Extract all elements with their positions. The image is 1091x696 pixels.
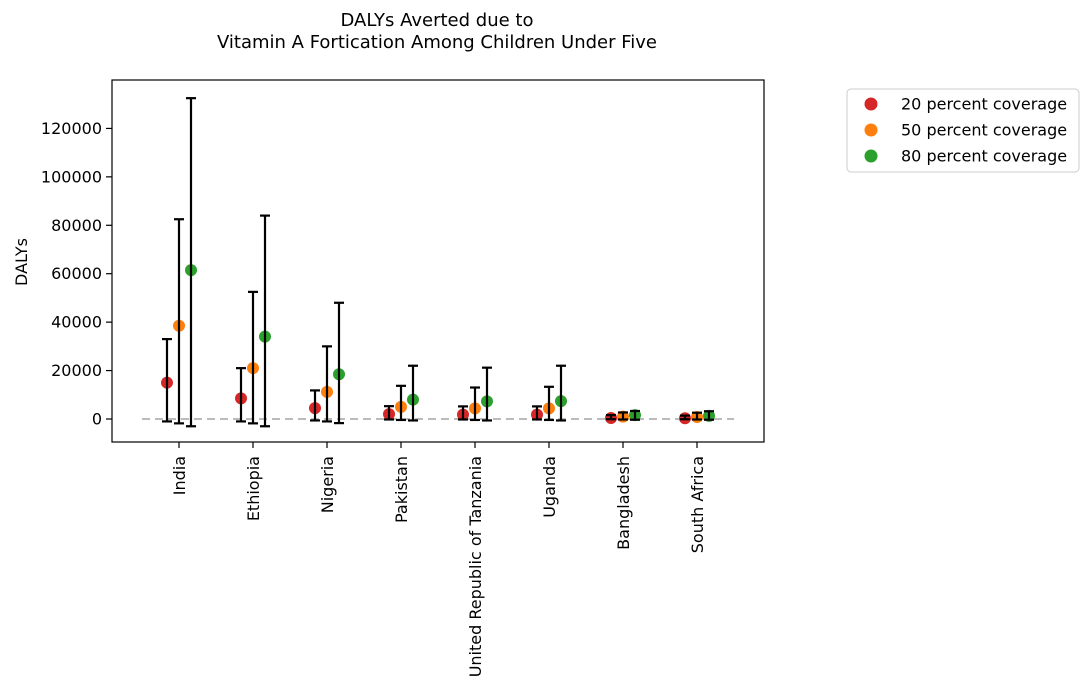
x-tick-label: Ethiopia bbox=[244, 456, 263, 521]
legend-label: 50 percent coverage bbox=[901, 121, 1067, 140]
plot-area bbox=[111, 79, 765, 443]
legend-marker bbox=[864, 97, 878, 111]
y-tick-label: 20000 bbox=[51, 361, 102, 380]
y-axis: 0 20000 40000 60000 80000 100000 120000 bbox=[41, 119, 112, 428]
y-tick-label: 40000 bbox=[51, 313, 102, 332]
chart-title-line: DALYs Averted due to bbox=[341, 10, 534, 31]
x-tick-label: Bangladesh bbox=[614, 456, 633, 550]
plot-frame bbox=[111, 79, 765, 443]
y-tick-label: 60000 bbox=[51, 264, 102, 283]
legend-label: 80 percent coverage bbox=[901, 147, 1067, 166]
legend: 20 percent coverage 50 percent coverage 80… bbox=[846, 88, 1080, 173]
x-axis: India Ethiopia Nigeria Pakistan United Repub… bbox=[170, 442, 707, 677]
y-tick-label: 0 bbox=[92, 409, 102, 428]
legend-marker bbox=[864, 123, 878, 137]
x-tick-label: South Africa bbox=[688, 456, 707, 553]
x-tick-label: United Republic of Tanzania bbox=[466, 456, 485, 677]
y-axis-label: DALYs bbox=[12, 238, 31, 286]
legend-label: 20 percent coverage bbox=[901, 95, 1067, 114]
legend-marker bbox=[864, 149, 878, 163]
y-tick-label: 100000 bbox=[41, 167, 102, 186]
y-tick-label: 120000 bbox=[41, 119, 102, 138]
x-tick-label: India bbox=[170, 456, 189, 495]
x-tick-label: Uganda bbox=[540, 456, 559, 518]
chart-title-line: Vitamin A Fortication Among Children Und… bbox=[217, 32, 657, 53]
legend-box bbox=[846, 88, 1080, 173]
x-tick-label: Pakistan bbox=[392, 456, 411, 523]
x-tick-label: Nigeria bbox=[318, 456, 337, 513]
y-tick-label: 80000 bbox=[51, 216, 102, 235]
